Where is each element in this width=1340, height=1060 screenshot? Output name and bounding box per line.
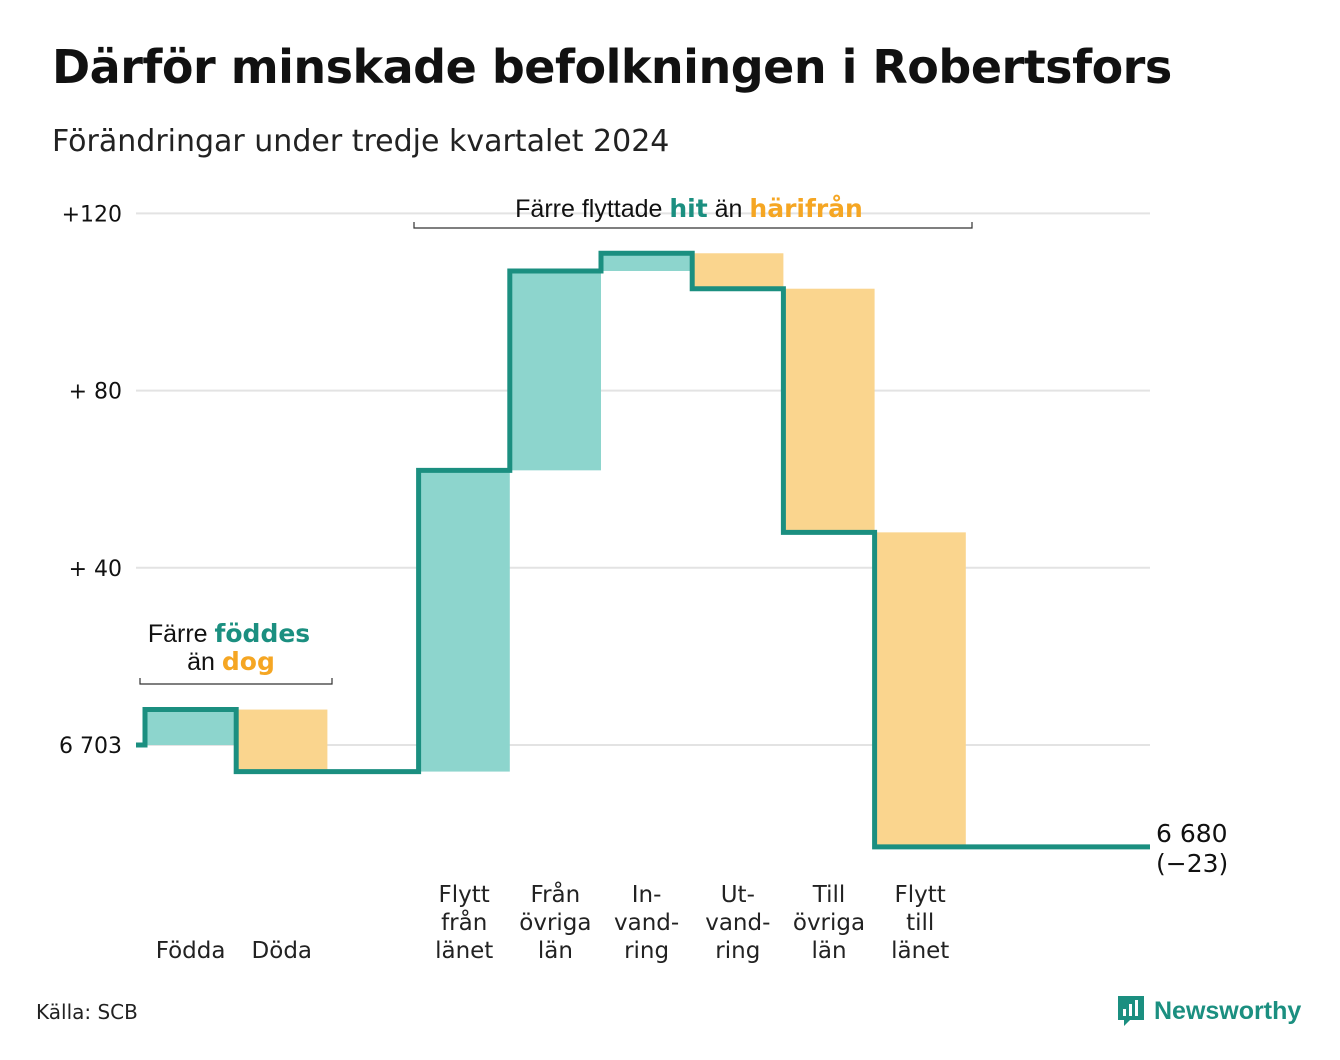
births-annotation-line2-prefix: än	[187, 648, 222, 676]
category-label: ring	[624, 938, 669, 964]
births-annotation-highlight-teal: föddes	[215, 619, 311, 648]
y-tick-label: + 40	[69, 557, 122, 582]
category-label: Från	[531, 880, 581, 908]
births-annotation-prefix: Färre	[148, 620, 215, 648]
bar-decrease	[783, 288, 875, 533]
category-label: länet	[435, 938, 493, 964]
moves-annotation-bracket	[413, 222, 973, 229]
category-label: länet	[891, 938, 949, 964]
moves-annotation-prefix: Färre flyttade	[515, 195, 669, 223]
y-tick-label: + 80	[69, 380, 122, 405]
moves-annotation: Färre flyttade hit än härifrån	[413, 194, 973, 229]
category-label: Flytt	[895, 882, 946, 908]
page-title: Därför minskade befolkningen i Robertsfo…	[52, 40, 1172, 94]
moves-annotation-highlight-teal: hit	[669, 194, 707, 223]
brand-logo: Newsworthy	[1116, 994, 1301, 1028]
grid-lines	[136, 212, 1150, 746]
page-subtitle: Förändringar under tredje kvartalet 2024	[52, 124, 670, 159]
category-label: In-	[632, 882, 662, 908]
category-labels: Födda DödaFlyttfrånlänetFrånövrigalänIn-v…	[156, 880, 950, 964]
waterfall-chart: +120+ 80+ 406 703 Födda DödaFlyttfrånläne…	[59, 194, 1228, 964]
bar-decrease	[874, 532, 966, 847]
category-label: övriga	[793, 910, 865, 936]
category-label: till	[906, 910, 934, 936]
source-note: Källa: SCB	[36, 1000, 138, 1024]
moves-annotation-highlight-orange: härifrån	[749, 194, 862, 223]
svg-text:Färre flyttade hit än härifrån: Färre flyttade hit än härifrån	[515, 194, 863, 223]
category-label: vand-	[614, 910, 679, 936]
category-label: vand-	[705, 910, 770, 936]
category-label: Döda	[252, 938, 312, 964]
y-axis-tick-labels: +120 + 80 + 40 6 703	[59, 202, 122, 759]
svg-text:än dog: än dog	[187, 647, 275, 676]
bars	[145, 253, 966, 847]
births-annotation: Färre föddes än dog	[139, 619, 333, 685]
category-label: län	[538, 938, 573, 964]
category-label: Till	[812, 882, 846, 908]
category-label: ring	[715, 938, 760, 964]
y-tick-label: 6 703	[59, 734, 122, 759]
end-change-label: (−23)	[1156, 849, 1228, 878]
brand-name: Newsworthy	[1154, 996, 1302, 1025]
moves-annotation-mid: än	[708, 195, 750, 223]
cumulative-step-line	[136, 250, 1150, 850]
category-label: Födda	[156, 938, 226, 964]
end-value-label: 6 680	[1156, 819, 1228, 848]
newsworthy-logo-icon	[1118, 996, 1144, 1026]
y-tick-label: +120	[62, 202, 122, 227]
bar-increase	[145, 709, 237, 745]
bar-decrease	[692, 253, 784, 289]
bar-increase	[601, 253, 693, 271]
category-label: Flytt	[439, 882, 490, 908]
svg-text:Färre föddes: Färre föddes	[148, 619, 310, 648]
births-annotation-bracket	[139, 678, 333, 685]
bar-increase	[509, 270, 601, 471]
bar-increase	[418, 470, 510, 772]
category-label: övriga	[519, 910, 591, 936]
category-label: från	[441, 908, 487, 936]
category-label: Ut-	[721, 882, 755, 908]
bar-decrease	[236, 709, 328, 772]
category-label: län	[811, 938, 846, 964]
births-annotation-highlight-orange: dog	[222, 647, 275, 676]
